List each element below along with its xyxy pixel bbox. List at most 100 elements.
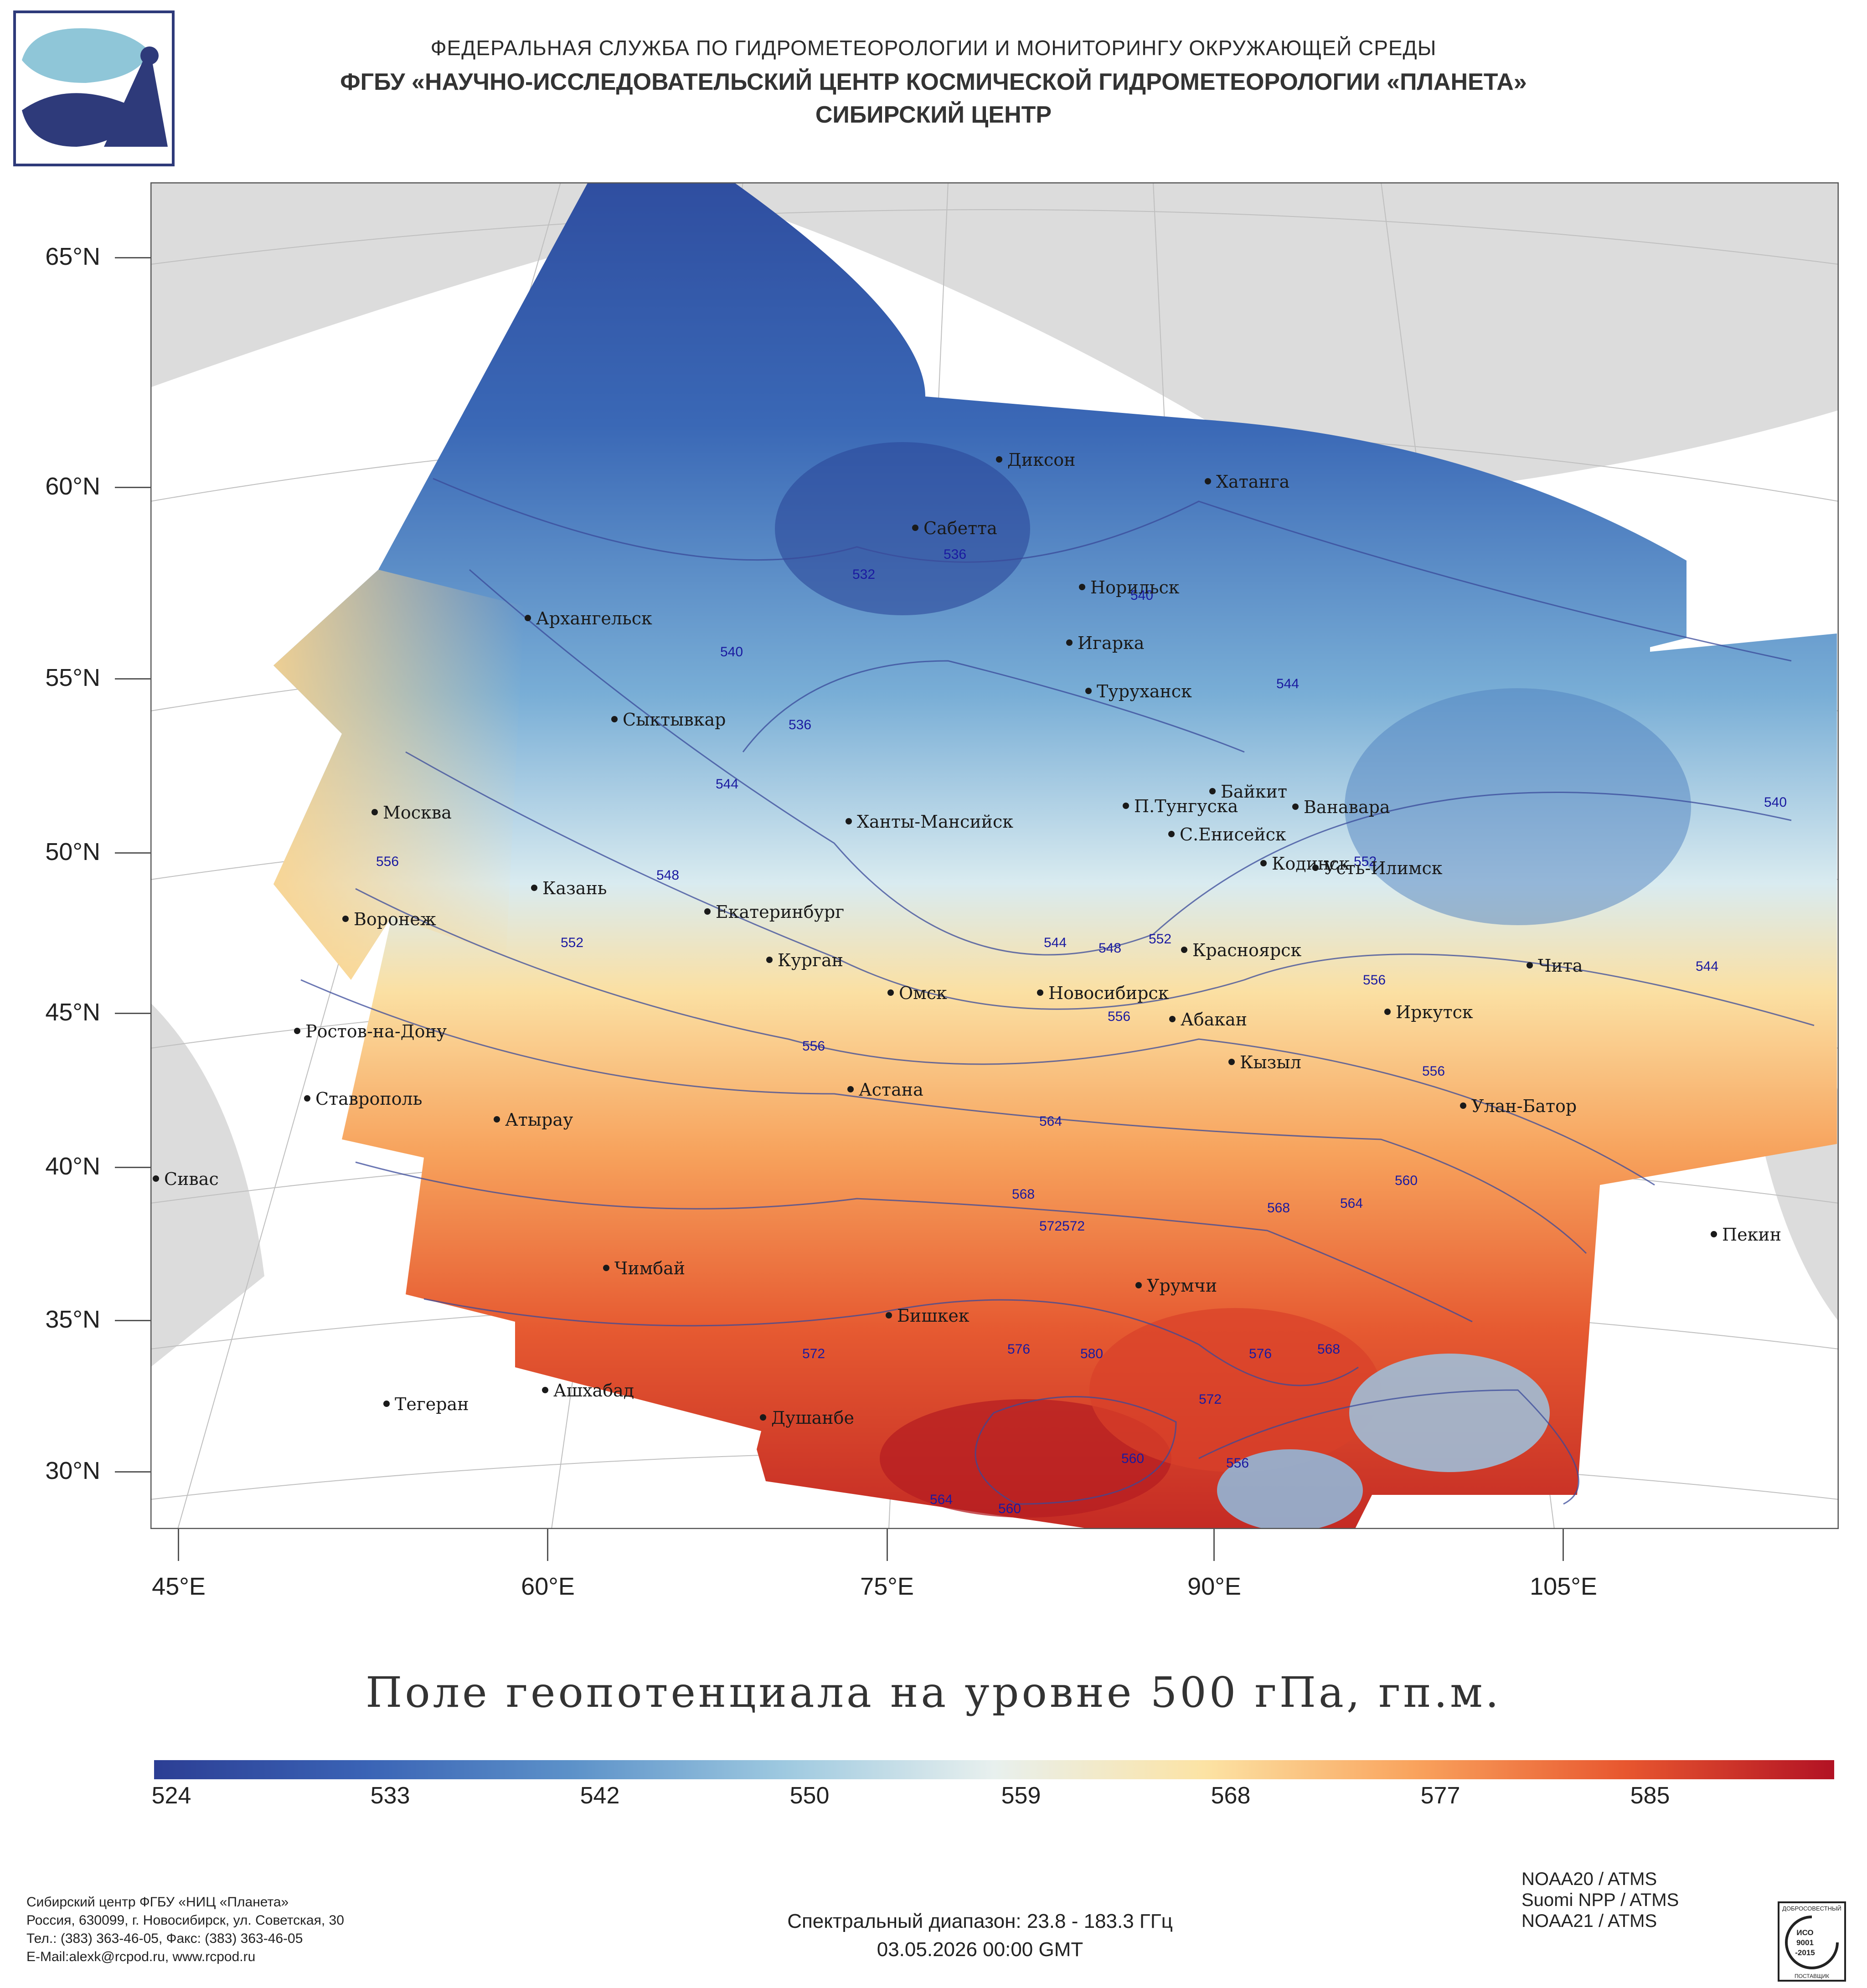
contour-label: 540 <box>1764 795 1787 810</box>
city-label: Ростов-на-Дону <box>305 1021 447 1041</box>
contour-label: 536 <box>944 547 966 562</box>
city-label: Екатеринбург <box>716 902 844 922</box>
contour-label: 568 <box>1267 1200 1290 1215</box>
lat-label: 45°N <box>45 999 100 1026</box>
city-label: Сыктывкар <box>623 710 726 730</box>
source-item: Suomi NPP / ATMS <box>1521 1890 1679 1910</box>
contour-label: 560 <box>998 1501 1021 1516</box>
planeta-logo-icon <box>13 10 175 166</box>
contour-label: 576 <box>1249 1346 1272 1361</box>
lon-label: 105°E <box>1530 1573 1597 1600</box>
lon-tick <box>547 1529 548 1561</box>
lat-label: 50°N <box>45 838 100 865</box>
city-label: Туруханск <box>1097 681 1192 701</box>
city-label: С.Енисейск <box>1180 824 1286 845</box>
iso-text-1: ИСО <box>1796 1928 1813 1937</box>
contour-label: 544 <box>1696 959 1718 974</box>
lat-label: 55°N <box>45 664 100 691</box>
city-label: Диксон <box>1007 450 1075 470</box>
lon-label: 60°E <box>521 1573 575 1600</box>
contour-label: 560 <box>1121 1451 1144 1466</box>
city-label: Чимбай <box>614 1258 685 1278</box>
city-label: Сивас <box>164 1169 219 1189</box>
city-label: Тегеран <box>395 1394 469 1414</box>
iso-top-text: ДОБРОСОВЕСТНЫЙ <box>1782 1905 1841 1912</box>
contour-label: 544 <box>1044 935 1067 950</box>
city-label: Красноярск <box>1192 940 1301 960</box>
header-center: СИБИРСКИЙ ЦЕНТР <box>815 102 1052 128</box>
geopotential-map: 532 536 540 536 544 540 544 540 544 552 … <box>150 182 1839 1529</box>
contour-label: 572 <box>1199 1392 1222 1407</box>
lon-label: 75°E <box>860 1573 914 1600</box>
lat-label: 40°N <box>45 1153 100 1180</box>
lat-tick <box>115 1013 150 1014</box>
city-label: Ванавара <box>1304 797 1390 817</box>
lon-tick <box>887 1529 888 1561</box>
contour-label: 556 <box>1226 1456 1249 1471</box>
contour-label: 536 <box>789 717 811 732</box>
lat-tick <box>115 852 150 854</box>
lat-label: 35°N <box>45 1306 100 1333</box>
iso-bottom-text: ПОСТАВЩИК <box>1795 1973 1829 1979</box>
city-label: Казань <box>542 878 607 898</box>
city-label: Улан-Батор <box>1471 1096 1577 1116</box>
contour-label: 552 <box>1149 932 1171 947</box>
lat-label: 30°N <box>45 1457 100 1484</box>
city-label: Омск <box>899 983 947 1003</box>
contour-label: 556 <box>1108 1009 1130 1024</box>
contour-label: 564 <box>1340 1196 1363 1211</box>
iso-certification-icon: ДОБРОСОВЕСТНЫЙ ИСО 9001 -2015 ПОСТАВЩИК <box>1778 1901 1846 1982</box>
datetime: 03.05.2026 00:00 GMT <box>877 1938 1083 1961</box>
contour-label: 548 <box>656 868 679 883</box>
city-label: Усть-Илимск <box>1324 858 1443 878</box>
lat-label: 65°N <box>45 243 100 270</box>
city-label: Иркутск <box>1396 1002 1473 1022</box>
source-item: NOAA20 / ATMS <box>1521 1869 1657 1889</box>
contour-label: 556 <box>1363 973 1386 988</box>
city-label: Урумчи <box>1147 1276 1217 1296</box>
source-item: NOAA21 / ATMS <box>1521 1911 1657 1931</box>
contact-line: E-Mail:alexk@rcpod.ru, www.rcpod.ru <box>26 1949 256 1964</box>
lat-tick <box>115 487 150 488</box>
contour-label: 548 <box>1099 941 1121 956</box>
colorbar-tick: 585 <box>1630 1782 1670 1809</box>
colorbar-tick: 533 <box>370 1782 410 1809</box>
city-label: Воронеж <box>354 909 436 929</box>
city-label: Абакан <box>1181 1009 1247 1030</box>
lon-tick <box>1213 1529 1215 1561</box>
city-label: Байкит <box>1221 782 1287 802</box>
city-label: Архангельск <box>536 608 652 628</box>
contact-line: Тел.: (383) 363-46-05, Факс: (383) 363-4… <box>26 1931 303 1946</box>
city-label: Курган <box>778 950 843 970</box>
iso-text-2: 9001 <box>1796 1938 1814 1947</box>
lon-label: 90°E <box>1187 1573 1241 1600</box>
contour-label: 552 <box>561 935 583 950</box>
city-label: Москва <box>383 803 452 823</box>
contact-line: Россия, 630099, г. Новосибирск, ул. Сове… <box>26 1913 344 1928</box>
city-label: Новосибирск <box>1048 983 1169 1003</box>
city-label: Хатанга <box>1216 472 1289 492</box>
city-label: Ханты-Мансийск <box>857 812 1013 832</box>
colorbar-tick: 577 <box>1420 1782 1460 1809</box>
contour-label: 556 <box>1422 1064 1445 1079</box>
city-label: Душанбе <box>771 1408 854 1428</box>
colorbar-tick: 568 <box>1211 1782 1251 1809</box>
city-label: П.Тунгуска <box>1134 796 1238 816</box>
contour-label: 580 <box>1080 1346 1103 1361</box>
lat-tick <box>115 1167 150 1168</box>
contour-label: 564 <box>930 1492 953 1507</box>
city-label: Игарка <box>1078 633 1144 653</box>
lat-tick <box>115 1320 150 1321</box>
lon-label: 45°E <box>152 1573 206 1600</box>
city-label: Пекин <box>1722 1225 1781 1245</box>
contour-label: 556 <box>802 1039 825 1054</box>
contact-info: Сибирский центр ФГБУ «НИЦ «Планета» Росс… <box>26 1893 344 1966</box>
map-title: Поле геопотенциала на уровне 500 гПа, гп… <box>366 1668 1501 1717</box>
contour-label: 544 <box>716 777 738 792</box>
product-info: Спектральный диапазон: 23.8 - 183.3 ГГц … <box>638 1907 1322 1964</box>
lon-tick <box>1563 1529 1564 1561</box>
city-label: Чита <box>1538 956 1583 976</box>
lat-tick <box>115 678 150 680</box>
contour-label: 572 <box>1062 1219 1085 1234</box>
colorbar <box>154 1760 1834 1779</box>
